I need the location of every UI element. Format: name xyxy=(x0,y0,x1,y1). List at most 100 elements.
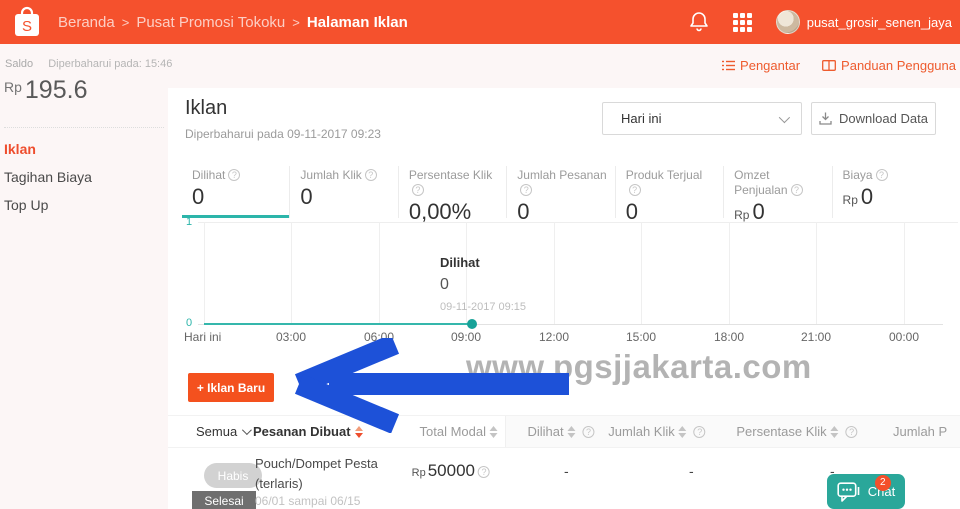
breadcrumb-separator: > xyxy=(292,14,300,30)
chat-icon-wrap: 2 xyxy=(837,474,891,502)
data-point-marker[interactable] xyxy=(467,319,477,329)
campaign-status-badge: Selesai xyxy=(192,491,256,509)
stat-value: 0,00% xyxy=(408,199,472,224)
help-icon[interactable] xyxy=(364,169,377,181)
help-icon[interactable] xyxy=(693,425,706,438)
book-icon xyxy=(822,60,836,71)
pengantar-label: Pengantar xyxy=(740,58,801,73)
gridline xyxy=(204,222,205,324)
help-icon[interactable] xyxy=(790,184,803,196)
shopee-logo-icon[interactable]: S xyxy=(10,5,44,39)
help-icon[interactable] xyxy=(875,169,888,181)
line-chart: 1 0 Hari ini 03:00 06:00 09:00 12:00 15:… xyxy=(168,216,960,350)
stat-produk-terjual[interactable]: Produk Terjual 0 xyxy=(614,166,723,224)
filter-label: Semua xyxy=(196,424,238,439)
help-icon[interactable] xyxy=(582,425,595,438)
sidebar-item-top-up[interactable]: Top Up xyxy=(4,197,49,213)
main-card: Iklan Diperbaharui pada 09-11-2017 09:23… xyxy=(168,88,960,509)
column-jumlah-pesanan-clipped[interactable]: Jumlah P xyxy=(893,424,947,439)
user-menu[interactable]: pusat_grosir_senen_jaya xyxy=(775,10,952,34)
breadcrumb-beranda[interactable]: Beranda xyxy=(58,13,115,31)
column-label: Persentase Klik xyxy=(736,424,827,439)
download-data-button[interactable]: Download Data xyxy=(811,102,936,135)
cell-jumlah-klik: - xyxy=(689,463,694,479)
x-tick: 06:00 xyxy=(363,330,395,344)
stat-jumlah-klik[interactable]: Jumlah Klik 0 xyxy=(289,166,397,218)
stat-biaya[interactable]: Biaya Rp0 xyxy=(831,166,940,218)
stat-jumlah-pesanan[interactable]: Jumlah Pesanan 0 xyxy=(506,166,614,224)
top-links: Pengantar Panduan Pengguna xyxy=(722,58,956,73)
sidebar-nav: Iklan Tagihan Biaya Top Up xyxy=(4,135,164,219)
gridline xyxy=(816,222,817,324)
help-icon[interactable] xyxy=(478,466,490,478)
total-modal-cell: Rp 50000 xyxy=(412,461,490,481)
gridline-top xyxy=(198,222,958,223)
new-ad-button[interactable]: + Iklan Baru xyxy=(188,373,274,402)
stat-label: Produk Terjual xyxy=(625,168,703,182)
help-icon[interactable] xyxy=(628,184,641,196)
column-jumlah-klik[interactable]: Jumlah Klik xyxy=(608,424,706,439)
stat-value: 0 xyxy=(860,184,874,209)
download-icon xyxy=(819,112,832,125)
series-line-dilihat xyxy=(204,323,472,325)
help-icon[interactable] xyxy=(520,184,533,196)
x-tick: 21:00 xyxy=(800,330,832,344)
tooltip-timestamp: 09-11-2017 09:15 xyxy=(440,301,527,313)
x-tick: 03:00 xyxy=(275,330,307,344)
page-updated-timestamp: Diperbaharui pada 09-11-2017 09:23 xyxy=(185,127,381,141)
period-select[interactable]: Hari ini xyxy=(602,102,802,135)
saldo-amount: 195.6 xyxy=(24,76,88,104)
sort-icon xyxy=(678,425,687,438)
column-label: Jumlah P xyxy=(893,424,948,439)
stat-omzet-penjualan[interactable]: Omzet Penjualan Rp0 xyxy=(723,166,831,224)
chat-button[interactable]: 2 Chat xyxy=(827,474,905,509)
sidebar-item-iklan[interactable]: Iklan xyxy=(4,141,36,157)
column-dilihat[interactable]: Dilihat xyxy=(527,424,595,439)
column-persentase-klik[interactable]: Persentase Klik xyxy=(736,424,858,439)
tooltip-series-name: Dilihat xyxy=(440,255,480,270)
x-axis-line xyxy=(198,324,943,325)
chat-bubble-icon xyxy=(837,481,860,502)
pengantar-link[interactable]: Pengantar xyxy=(722,58,800,73)
stat-value: 0 xyxy=(752,199,765,224)
apps-grid-icon[interactable] xyxy=(732,12,752,32)
stat-value: 0 xyxy=(625,199,638,224)
notification-bell-icon[interactable] xyxy=(689,11,709,33)
avatar xyxy=(775,10,800,34)
table-scroll-background xyxy=(505,416,960,447)
x-tick: Hari ini xyxy=(184,330,222,344)
product-name-line1: Pouch/Dompet Pesta xyxy=(255,456,378,471)
stat-label: Biaya xyxy=(842,168,873,182)
panduan-pengguna-link[interactable]: Panduan Pengguna xyxy=(822,58,956,73)
total-modal-value: 50000 xyxy=(427,461,475,480)
username: pusat_grosir_senen_jaya xyxy=(806,14,952,30)
panduan-label: Panduan Pengguna xyxy=(841,58,956,73)
sort-icon xyxy=(490,425,498,438)
help-icon[interactable] xyxy=(845,425,858,438)
sidebar-item-tagihan-biaya[interactable]: Tagihan Biaya xyxy=(4,169,92,185)
saldo-updated-line: Saldo Diperbaharui pada: 15:46 xyxy=(5,58,172,70)
column-total-modal[interactable]: Total Modal xyxy=(420,424,498,439)
filter-semua-dropdown[interactable]: Semua xyxy=(196,424,253,439)
column-pesanan-dibuat[interactable]: Pesanan Dibuat xyxy=(253,424,363,439)
gridline xyxy=(729,222,730,324)
sort-icon xyxy=(567,425,576,438)
help-icon[interactable] xyxy=(411,184,424,196)
stat-value: 0 xyxy=(300,184,313,209)
breadcrumb: Beranda > Pusat Promosi Tokoku > Halaman… xyxy=(58,14,408,31)
stat-label: Persentase Klik xyxy=(408,168,493,182)
gridline xyxy=(904,222,905,324)
stats-strip: Dilihat 0 Jumlah Klik 0 Persentase Klik … xyxy=(182,166,940,224)
period-select-value: Hari ini xyxy=(621,111,662,126)
column-label: Dilihat xyxy=(527,424,564,439)
top-header: S Beranda > Pusat Promosi Tokoku > Halam… xyxy=(0,0,960,44)
stat-persentase-klik[interactable]: Persentase Klik 0,00% xyxy=(397,166,506,224)
x-tick: 00:00 xyxy=(888,330,920,344)
gridline xyxy=(466,222,467,324)
help-icon[interactable] xyxy=(228,169,241,181)
breadcrumb-separator: > xyxy=(121,14,130,30)
stat-dilihat[interactable]: Dilihat 0 xyxy=(182,166,290,218)
breadcrumb-pusat-promosi[interactable]: Pusat Promosi Tokoku xyxy=(136,13,286,31)
chat-unread-badge: 2 xyxy=(874,474,891,491)
